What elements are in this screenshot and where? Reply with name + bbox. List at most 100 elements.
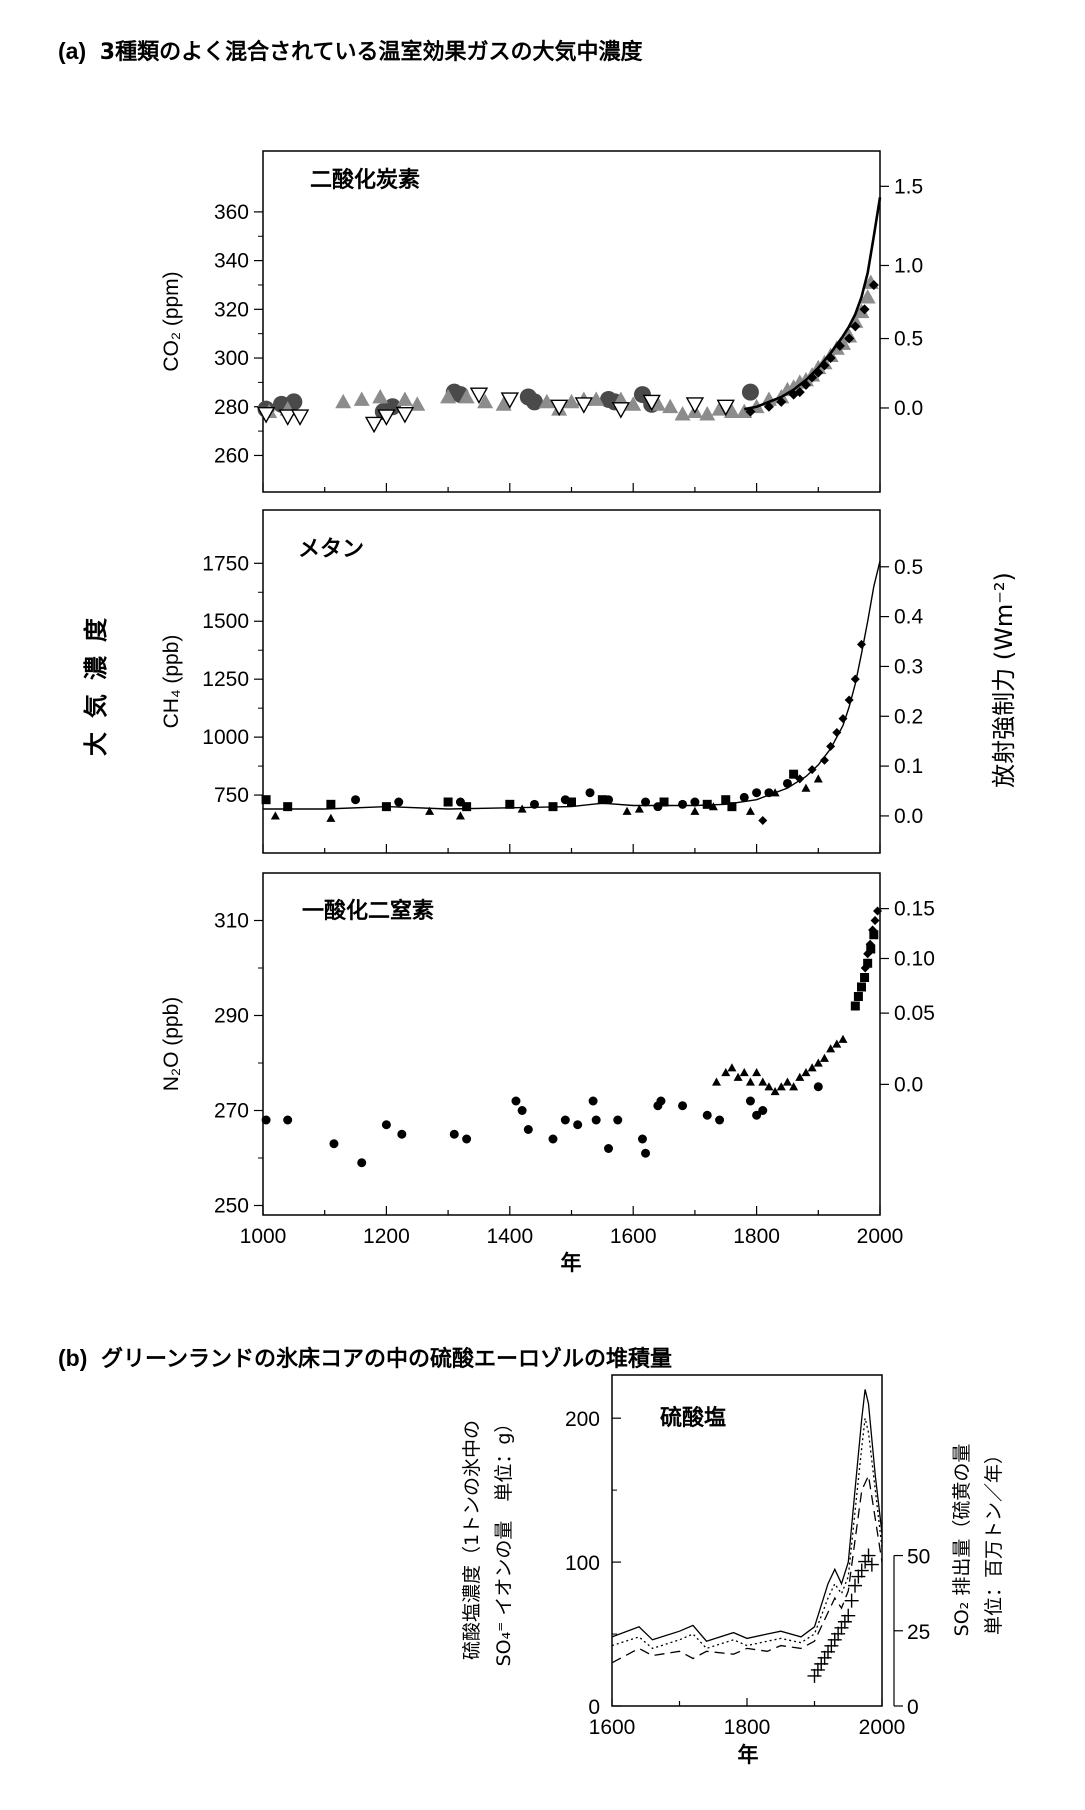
ch4-ytick-label: 750 <box>214 784 249 807</box>
n2o-point <box>745 1096 755 1106</box>
ch4-ytick-label: 1500 <box>202 610 249 633</box>
n2o-xtick-label: 1800 <box>733 1225 780 1248</box>
header-a: (a) 3種類のよく混合されている温室効果ガスの大気中濃度 <box>58 34 642 66</box>
co2-ylabel: CO₂ (ppm) <box>160 271 183 371</box>
sulfate-plus-point <box>848 1578 862 1593</box>
ch4-point <box>752 788 762 798</box>
ch4-ytick-label: 1250 <box>202 668 249 691</box>
n2o-point <box>702 1110 712 1120</box>
co2-line <box>744 197 882 411</box>
n2o-point <box>678 1101 688 1111</box>
n2o-point <box>715 1115 725 1125</box>
ch4-point <box>270 811 280 820</box>
co2-point <box>859 304 870 315</box>
sulfate-frame <box>611 1374 883 1707</box>
n2o-xtick-label: 1600 <box>610 1225 657 1248</box>
ch4-ylabel: CH₄ (ppb) <box>160 635 183 729</box>
n2o-point <box>591 1115 601 1125</box>
ch4-y2tick-label: 0.2 <box>894 705 923 728</box>
n2o-point <box>511 1096 521 1106</box>
ch4-point <box>856 639 866 649</box>
n2o-point <box>381 1120 391 1130</box>
co2-series-diamond <box>745 279 879 417</box>
n2o-point <box>397 1129 407 1139</box>
co2-frame <box>262 150 881 493</box>
n2o-y2tick-label: 0.0 <box>894 1073 923 1096</box>
co2-point <box>563 393 580 409</box>
co2-series-line <box>744 197 882 411</box>
n2o-series-square <box>850 930 879 1011</box>
ch4-point <box>721 795 731 805</box>
n2o-point <box>758 1106 768 1115</box>
n2o-ylabel: N₂O (ppb) <box>160 997 183 1092</box>
n2o-frame <box>262 872 881 1216</box>
co2-point <box>850 321 861 332</box>
ch4-point <box>678 799 688 809</box>
n2o-point <box>449 1129 459 1139</box>
ch4-point <box>832 727 842 737</box>
ch4-point <box>653 802 663 812</box>
ch4-point <box>455 797 465 807</box>
header-a-text: 3種類のよく混合されている温室効果ガスの大気中濃度 <box>99 40 643 65</box>
ch4-point <box>801 783 811 792</box>
sulfate-plus-point <box>824 1638 839 1653</box>
co2-point <box>396 391 413 406</box>
n2o-point <box>868 925 878 935</box>
n2o-point <box>873 906 883 916</box>
co2-point <box>335 393 352 409</box>
sulfate-plus-point <box>814 1656 829 1671</box>
ch4-ytick-label: 1750 <box>202 552 249 575</box>
n2o-series-circle <box>261 1082 823 1168</box>
ch4-title: メタン <box>298 537 364 562</box>
n2o-point <box>758 1077 768 1086</box>
ch4-point <box>819 755 829 765</box>
co2-point <box>625 396 642 411</box>
ch4-point <box>641 797 651 807</box>
sulfate-line-dashed <box>611 1473 883 1664</box>
ch4-point <box>634 804 644 813</box>
n2o-point <box>776 1082 786 1091</box>
n2o-title: 一酸化二窒素 <box>302 898 434 924</box>
ch4-line <box>263 560 881 810</box>
n2o-point <box>838 1034 848 1043</box>
n2o-point <box>739 1068 749 1077</box>
sulfate-plus-point <box>858 1554 873 1569</box>
co2-point <box>844 333 855 344</box>
sulfate-plus-point <box>810 1662 825 1677</box>
ch4-point <box>739 792 749 802</box>
n2o-point <box>604 1144 614 1153</box>
co2-point <box>868 279 879 290</box>
sulfate-ylabel-line2: SO₄⁼ イオンの量 単位：g） <box>493 1414 515 1667</box>
ch4-series-line <box>263 560 881 810</box>
sulfate-plus-point <box>851 1569 866 1584</box>
ch4-point <box>745 806 755 815</box>
sulfate-plus-point <box>827 1632 842 1647</box>
n2o-point <box>745 1077 755 1086</box>
n2o-point <box>261 1115 271 1125</box>
n2o-point <box>826 1044 836 1053</box>
n2o-point <box>517 1106 527 1115</box>
co2-y2tick-label: 1.5 <box>894 175 923 198</box>
left-group-label: 大気濃度 <box>82 604 110 756</box>
sulfate-plus-point <box>864 1557 879 1572</box>
sulfate-y2tick-label: 50 <box>907 1546 930 1569</box>
co2-point <box>256 406 276 424</box>
co2-point <box>859 289 876 304</box>
sulfate-plus-point <box>834 1620 849 1635</box>
co2-point <box>538 393 555 409</box>
sulfate-series-plus <box>807 1548 879 1683</box>
co2-series-tri_down <box>256 387 735 434</box>
co2-y2tick-label: 1.0 <box>894 254 923 277</box>
sulfate-plus-point <box>861 1548 876 1563</box>
co2-point <box>549 399 569 417</box>
ch4-point <box>690 797 700 807</box>
co2-title: 二酸化炭素 <box>310 167 420 193</box>
co2-ytick-label: 260 <box>214 444 249 467</box>
n2o-point <box>866 944 876 954</box>
co2-ytick-label: 300 <box>214 347 249 370</box>
header-b-text: グリーンランドの氷床コアの中の硫酸エーロゾルの堆積量 <box>101 1347 672 1372</box>
ch4-point <box>708 802 718 811</box>
sulfate-plus-point <box>821 1644 835 1659</box>
ch4-point <box>727 802 737 812</box>
co2-series-triangle <box>261 274 879 421</box>
